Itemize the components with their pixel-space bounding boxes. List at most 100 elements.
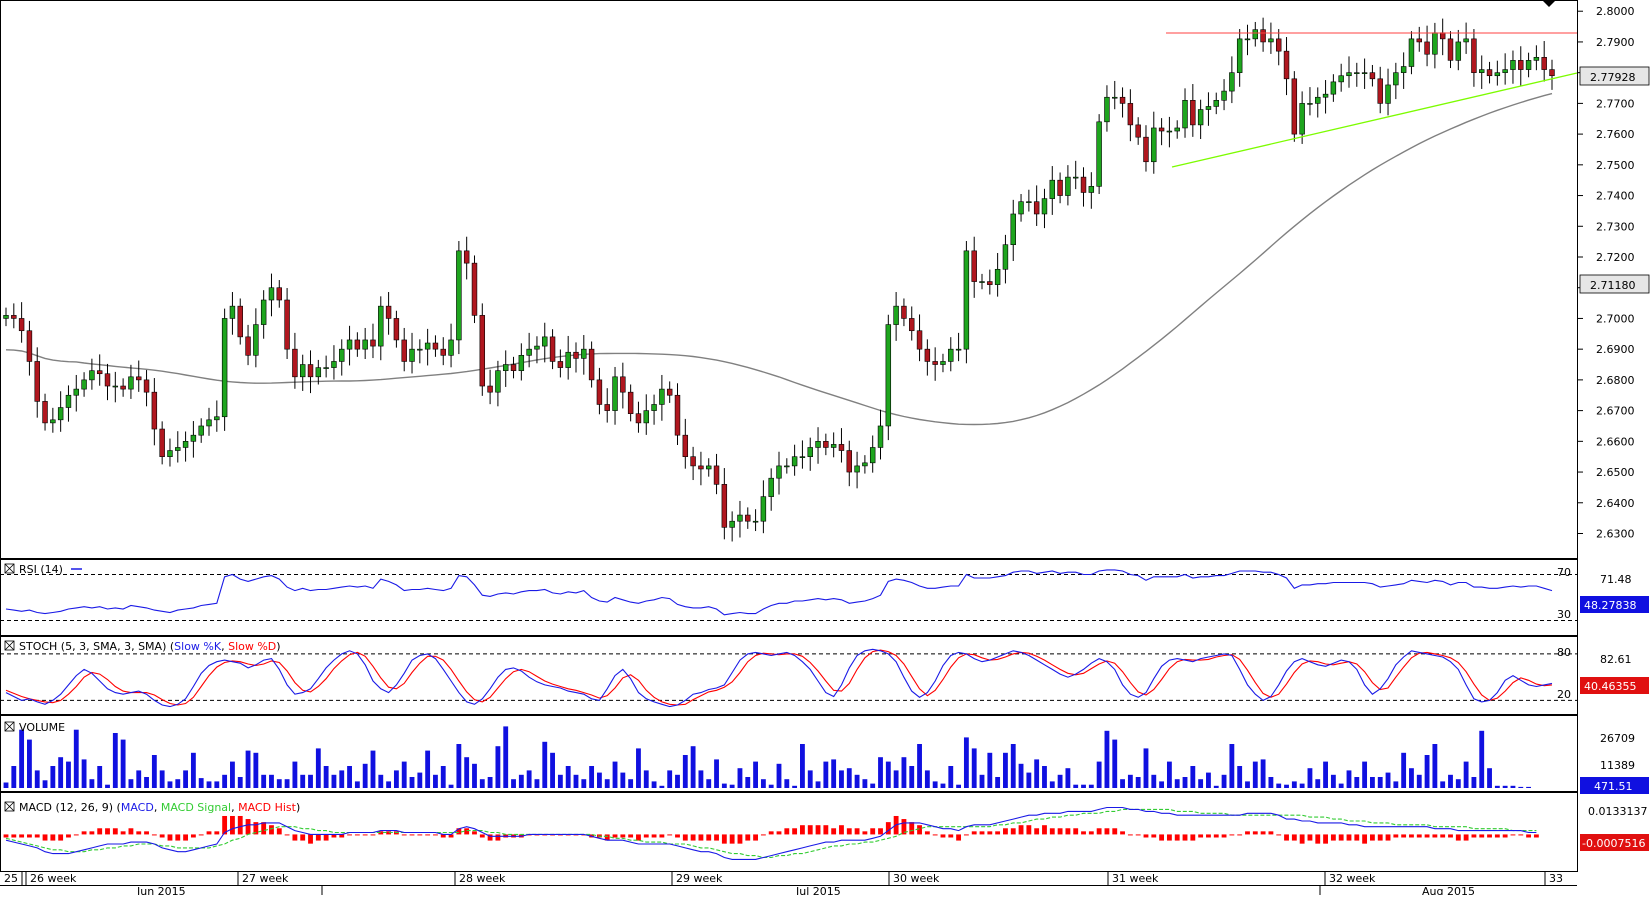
volume-bar xyxy=(222,774,228,788)
candle-body xyxy=(50,419,56,424)
volume-bar xyxy=(1229,744,1235,788)
macd-hist-bar xyxy=(495,834,501,841)
macd-hist-bar xyxy=(362,834,368,836)
price-tick-label: 2.7600 xyxy=(1596,128,1635,141)
macd-hist-bar xyxy=(1463,834,1469,841)
macd-hist-bar xyxy=(1120,831,1125,835)
macd-hist-bar xyxy=(995,831,1001,835)
volume-bar xyxy=(347,766,352,788)
macd-hist-bar xyxy=(261,822,267,835)
volume-bar xyxy=(362,763,368,788)
macd-hist-bar xyxy=(1268,831,1274,835)
volume-bar xyxy=(1291,781,1297,788)
volume-bar xyxy=(659,785,665,788)
macd-hist-bar xyxy=(1213,834,1219,838)
volume-bar xyxy=(1049,781,1055,788)
candle-body xyxy=(182,441,189,448)
macd-hist-bar xyxy=(1174,834,1180,841)
volume-bar xyxy=(503,726,509,788)
candle-body xyxy=(987,281,993,285)
rsi-panel-frame xyxy=(0,559,1578,636)
candle-body xyxy=(471,262,478,316)
candle-body xyxy=(229,305,236,319)
macd-hist-bar xyxy=(58,834,64,841)
candle-body xyxy=(1525,60,1532,70)
candle-body xyxy=(1330,81,1337,95)
stoch-d-line xyxy=(5,649,1553,706)
volume-bar xyxy=(120,739,126,788)
candle-body xyxy=(1432,32,1438,55)
volume-bar xyxy=(1182,777,1188,788)
volume-bar xyxy=(1010,744,1016,788)
macd-hist-bar xyxy=(1252,831,1258,835)
volume-bar xyxy=(1440,781,1446,788)
candle-body xyxy=(1361,72,1368,74)
svg-text:MACD (12, 26, 9) (MACD, MACD S: MACD (12, 26, 9) (MACD, MACD Signal, MAC… xyxy=(19,801,300,814)
price-tick-label: 2.7200 xyxy=(1596,251,1635,264)
volume-bar xyxy=(1377,777,1383,788)
candle-body xyxy=(1510,60,1516,70)
stoch-header: STOCH (5, 3, SMA, 3, SMA) (Slow %K, Slow… xyxy=(4,640,281,653)
price-tick-label: 2.7400 xyxy=(1596,190,1635,203)
volume-bar xyxy=(979,774,985,788)
volume-bar xyxy=(862,779,868,788)
candle-body xyxy=(1244,38,1251,41)
support-line[interactable] xyxy=(1171,72,1578,168)
volume-bar xyxy=(1166,761,1172,788)
candle-body xyxy=(253,324,259,356)
volume-bar xyxy=(526,770,532,788)
price-tick-label: 2.6700 xyxy=(1596,405,1635,418)
candle-body xyxy=(885,324,892,427)
volume-bar xyxy=(1151,774,1157,788)
macd-hist-bar xyxy=(19,834,25,838)
month-label: Aug 2015 xyxy=(1422,885,1475,895)
volume-bar xyxy=(1424,755,1430,788)
volume-bar xyxy=(1416,774,1422,788)
volume-bar xyxy=(1135,777,1141,788)
candle-body xyxy=(1104,96,1110,123)
macd-hist-bar xyxy=(1127,834,1133,836)
macd-hist-bar xyxy=(1502,834,1508,838)
candle-body xyxy=(1291,78,1298,135)
candle-body xyxy=(448,339,454,356)
volume-bar xyxy=(1510,785,1516,788)
macd-hist-bar xyxy=(1315,834,1321,844)
candle-body xyxy=(1447,38,1454,61)
candle-body xyxy=(245,336,251,356)
volume-bar xyxy=(331,774,337,788)
volume-bar xyxy=(315,748,321,788)
volume-bar xyxy=(948,766,954,788)
candle-body xyxy=(26,330,33,362)
volume-bar xyxy=(823,761,829,788)
volume-bar xyxy=(690,746,696,788)
macd-hist-bar xyxy=(237,815,243,835)
week-label: 33 xyxy=(1549,872,1563,885)
macd-hist-bar xyxy=(425,834,431,836)
candle-body xyxy=(1026,201,1032,203)
macd-hist-bar xyxy=(175,834,181,841)
volume-bar xyxy=(276,779,282,788)
volume-bar xyxy=(792,785,798,788)
macd-header: MACD (12, 26, 9) (MACD, MACD Signal, MAC… xyxy=(4,801,300,814)
volume-bar xyxy=(885,761,891,788)
macd-hist-bar xyxy=(1049,828,1055,835)
candle-body xyxy=(456,250,462,341)
rsi-scale-label: 71.48 xyxy=(1600,573,1632,586)
candle-body xyxy=(1346,72,1352,77)
candle-body xyxy=(1002,244,1009,270)
candle-body xyxy=(643,410,649,424)
candle-body xyxy=(1439,32,1446,40)
candle-body xyxy=(1416,38,1422,43)
macd-hist-bar xyxy=(300,834,306,841)
stoch-level-20: 20 xyxy=(1557,688,1571,701)
macd-hist-bar xyxy=(292,834,298,841)
ma-price-label: 2.71180 xyxy=(1590,279,1636,292)
macd-hist-bar xyxy=(854,828,860,835)
macd-hist-bar xyxy=(97,828,103,835)
candle-body xyxy=(791,456,798,467)
volume-bar xyxy=(987,752,993,788)
candle-body xyxy=(409,348,415,362)
macd-last-box xyxy=(1580,834,1649,851)
macd-hist-bar xyxy=(1143,834,1149,838)
